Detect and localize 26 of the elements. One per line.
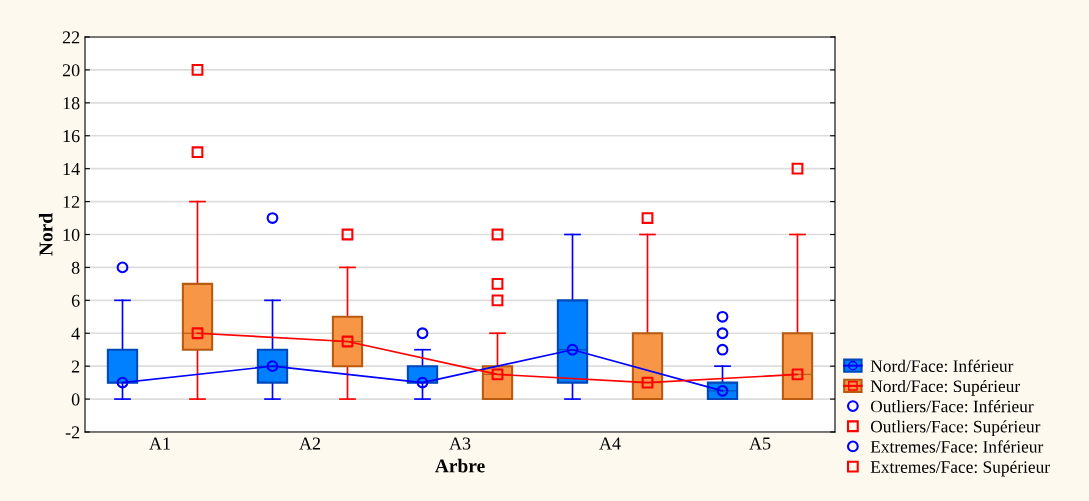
legend-label: Outliers/Face: Inférieur xyxy=(870,399,1034,413)
y-tick-label: 6 xyxy=(71,294,80,307)
y-tick-label: 0 xyxy=(71,393,80,406)
legend-label: Outliers/Face: Supérieur xyxy=(870,420,1041,437)
legend-label: Nord/Face: Supérieur xyxy=(870,379,1021,396)
x-tick-label: A1 xyxy=(149,437,170,450)
x-tick-label: A5 xyxy=(749,437,771,450)
y-tick-label: 8 xyxy=(71,261,80,274)
y-tick-label: -2 xyxy=(65,426,80,439)
x-tick-label: A4 xyxy=(599,437,621,450)
y-tick-label: 10 xyxy=(63,228,80,241)
y-tick-label: 20 xyxy=(62,64,80,77)
y-tick-label: 16 xyxy=(63,130,80,143)
y-tick-label: 12 xyxy=(63,195,80,208)
y-axis-title: Nord xyxy=(38,213,53,256)
y-tick-label: 4 xyxy=(71,327,80,340)
x-tick-label: A3 xyxy=(449,437,471,450)
y-tick-label: 18 xyxy=(63,97,80,110)
y-tick-label: 14 xyxy=(63,163,80,175)
x-tick-label: A2 xyxy=(299,437,321,450)
y-tick-label: 22 xyxy=(62,31,80,44)
legend-label: Extremes/Face: Supérieur xyxy=(870,460,1050,477)
x-axis-title: Arbre xyxy=(434,458,485,473)
legend-label: Nord/Face: Inférieur xyxy=(870,359,1014,372)
legend-label: Extremes/Face: Inférieur xyxy=(870,440,1044,453)
y-tick-label: 2 xyxy=(71,360,80,373)
